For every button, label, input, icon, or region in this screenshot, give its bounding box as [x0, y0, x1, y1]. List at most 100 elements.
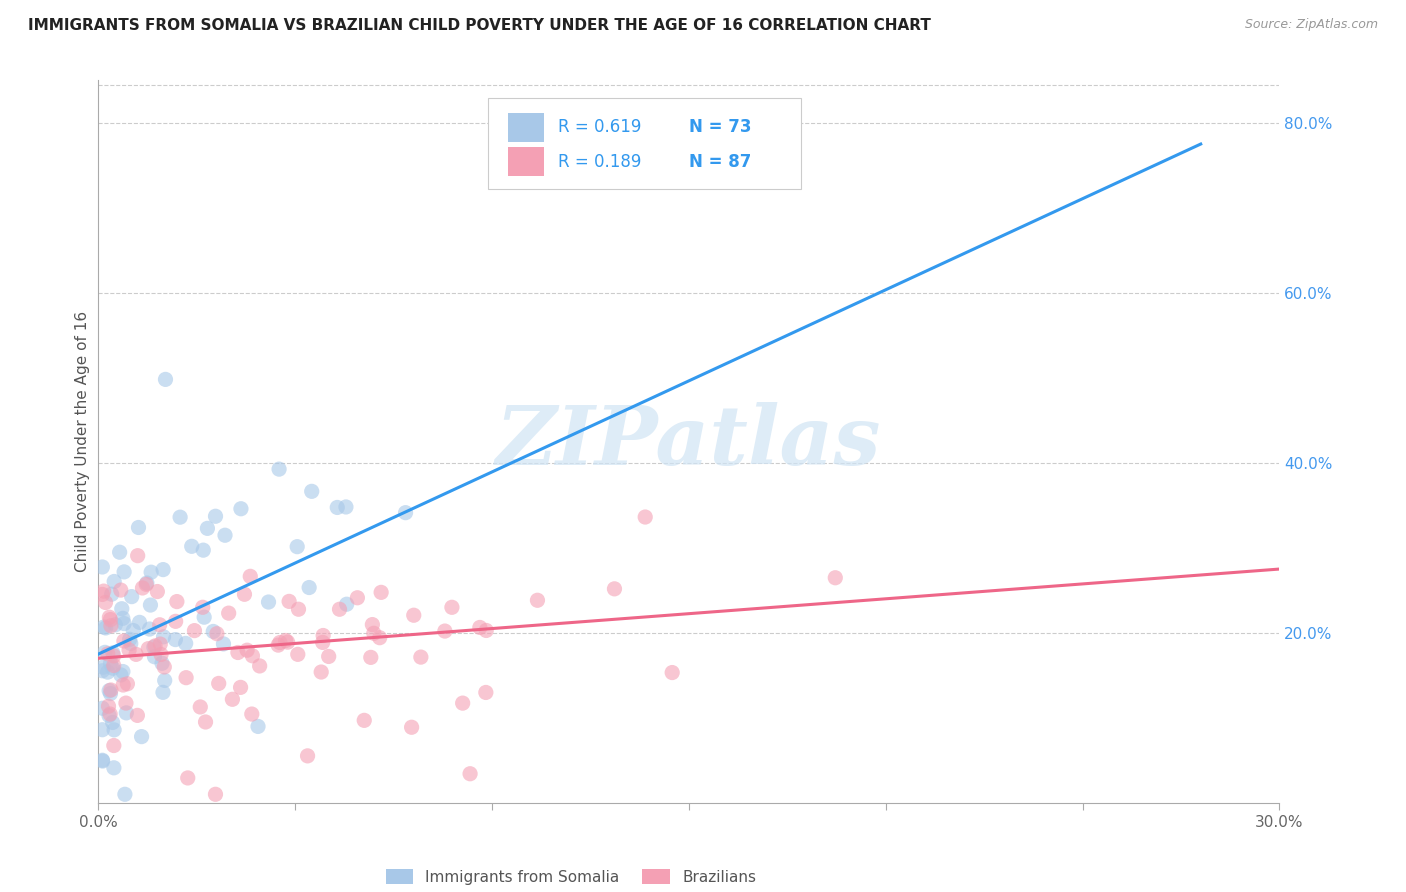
- Point: [110, 583, 132, 598]
- Point: [91, 664, 114, 678]
- Point: [475, 685, 498, 699]
- Point: [242, 648, 264, 663]
- Point: [100, 618, 122, 632]
- Point: [127, 549, 149, 563]
- Point: [458, 766, 481, 780]
- Text: IMMIGRANTS FROM SOMALIA VS BRAZILIAN CHILD POVERTY UNDER THE AGE OF 16 CORRELATI: IMMIGRANTS FROM SOMALIA VS BRAZILIAN CHI…: [28, 18, 931, 33]
- Point: [370, 585, 392, 599]
- Point: [360, 650, 382, 665]
- Point: [394, 506, 416, 520]
- Point: [143, 639, 166, 653]
- Point: [193, 543, 215, 558]
- Point: [100, 657, 122, 671]
- Point: [152, 685, 174, 699]
- Point: [197, 521, 219, 535]
- Point: [98, 683, 121, 698]
- Point: [267, 462, 290, 476]
- Point: [103, 658, 125, 673]
- Point: [139, 565, 162, 579]
- Point: [101, 646, 124, 660]
- Point: [174, 636, 197, 650]
- Point: [183, 624, 205, 638]
- Point: [240, 707, 263, 722]
- Point: [353, 714, 375, 728]
- Point: [269, 635, 291, 649]
- Point: [100, 687, 122, 701]
- Point: [135, 577, 157, 591]
- Point: [91, 753, 114, 767]
- Point: [98, 610, 121, 624]
- Point: [274, 633, 297, 648]
- Point: [229, 681, 252, 695]
- Point: [468, 620, 491, 634]
- Point: [111, 611, 134, 625]
- Point: [142, 640, 165, 654]
- Point: [150, 657, 173, 671]
- Point: [104, 617, 127, 632]
- Point: [91, 701, 114, 715]
- Point: [247, 719, 270, 733]
- Point: [112, 678, 135, 692]
- Point: [100, 587, 122, 601]
- Point: [97, 647, 120, 661]
- Point: [127, 708, 149, 723]
- Point: [361, 617, 384, 632]
- Text: N = 87: N = 87: [689, 153, 751, 171]
- Point: [101, 715, 124, 730]
- Point: [120, 636, 142, 650]
- Point: [475, 624, 498, 638]
- Text: R = 0.189: R = 0.189: [558, 153, 641, 171]
- Point: [143, 649, 166, 664]
- Point: [824, 571, 846, 585]
- Point: [118, 632, 141, 647]
- Point: [451, 696, 474, 710]
- Point: [94, 595, 117, 609]
- Point: [97, 699, 120, 714]
- Point: [100, 683, 122, 698]
- Point: [128, 520, 150, 534]
- Point: [309, 665, 332, 679]
- Point: [131, 730, 153, 744]
- Point: [218, 606, 240, 620]
- Point: [440, 600, 463, 615]
- Point: [149, 617, 172, 632]
- Point: [138, 622, 160, 636]
- Point: [111, 601, 134, 615]
- Point: [94, 621, 117, 635]
- Point: [139, 598, 162, 612]
- Point: [110, 668, 132, 682]
- Point: [346, 591, 368, 605]
- Point: [97, 665, 120, 680]
- Point: [91, 754, 114, 768]
- Point: [409, 650, 432, 665]
- Point: [93, 584, 115, 599]
- Point: [98, 708, 121, 723]
- Point: [267, 638, 290, 652]
- Point: [115, 706, 138, 720]
- Point: [236, 643, 259, 657]
- Point: [146, 584, 169, 599]
- Point: [101, 661, 124, 675]
- Point: [278, 594, 301, 608]
- Point: [125, 648, 148, 662]
- Point: [91, 587, 114, 601]
- Point: [257, 595, 280, 609]
- Point: [204, 509, 226, 524]
- Point: [91, 660, 114, 674]
- Point: [205, 626, 228, 640]
- Text: Source: ZipAtlas.com: Source: ZipAtlas.com: [1244, 18, 1378, 31]
- Point: [153, 660, 176, 674]
- Point: [165, 615, 187, 629]
- FancyBboxPatch shape: [508, 112, 544, 142]
- Text: R = 0.619: R = 0.619: [558, 119, 641, 136]
- Point: [603, 582, 626, 596]
- Point: [634, 510, 657, 524]
- Y-axis label: Child Poverty Under the Age of 16: Child Poverty Under the Age of 16: [75, 311, 90, 572]
- Point: [229, 501, 252, 516]
- Point: [169, 510, 191, 524]
- Point: [128, 615, 150, 630]
- Point: [287, 602, 309, 616]
- Point: [301, 484, 323, 499]
- Point: [91, 560, 114, 574]
- Point: [100, 613, 122, 627]
